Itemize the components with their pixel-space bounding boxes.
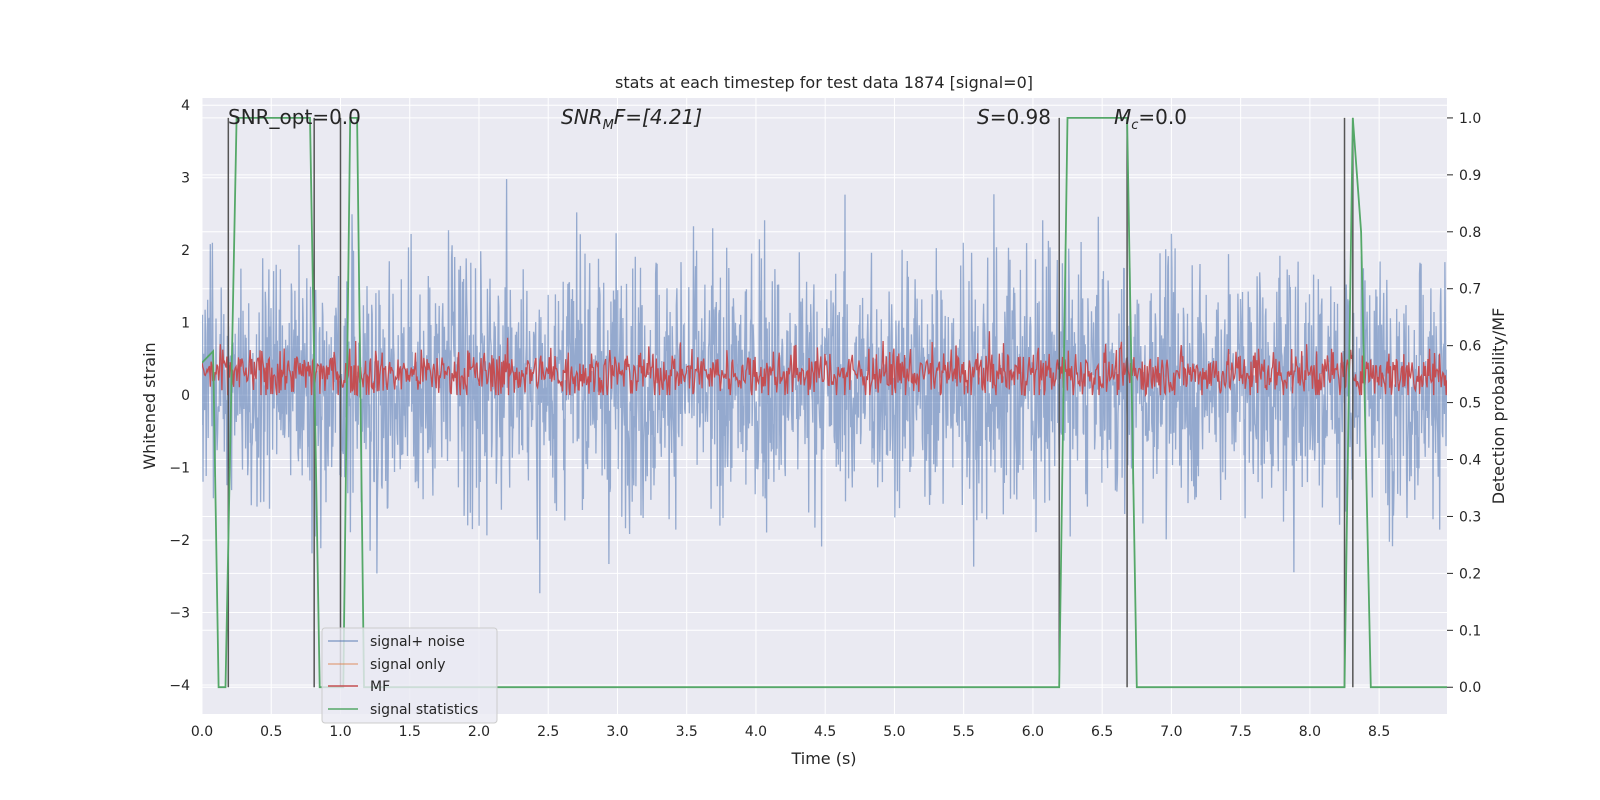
y2-axis-label: Detection probability/MF (1489, 308, 1508, 505)
y2-tick-label: 0.6 (1459, 339, 1481, 355)
legend-label-stat: signal statistics (370, 702, 478, 718)
mf-series (202, 331, 1447, 398)
mc-subscript: c (1131, 118, 1138, 133)
signal-noise-series (202, 179, 1447, 594)
x-axis-ticks: 0.0 0.5 1.0 1.5 2.0 2.5 3.0 3.5 4.0 4.5 5.0 5.5 6.0 6… (191, 724, 1390, 740)
x-tick-label: 0.5 (260, 724, 282, 740)
y2-tick-label: 0.2 (1459, 566, 1481, 582)
y-tick-label: 1 (181, 316, 190, 332)
legend-box (321, 627, 498, 724)
x-axis-label: Time (s) (790, 749, 856, 768)
x-tick-label: 0.0 (191, 724, 213, 740)
mf-line (202, 331, 1447, 398)
snr-mf-symbol: SNR (561, 105, 603, 129)
y2-tick-label: 0.0 (1459, 680, 1481, 696)
x-tick-label: 5.5 (953, 724, 975, 740)
x-tick-label: 8.0 (1299, 724, 1321, 740)
x-tick-label: 6.0 (1022, 724, 1044, 740)
snr-opt-annotation: SNR_opt=0.0 (228, 105, 361, 129)
legend-label-noise: signal+ noise (370, 634, 465, 650)
y2-tick-label: 0.8 (1459, 225, 1481, 241)
s-value: =0.98 (990, 105, 1051, 129)
y-tick-label: 3 (181, 171, 190, 187)
y-tick-label: −1 (169, 461, 190, 477)
y2-tick-label: 0.1 (1459, 623, 1481, 639)
y-tick-label: 0 (181, 388, 190, 404)
snr-mf-annotation: SNRMF=[4.21] (561, 105, 702, 133)
y-axis-label: Whitened strain (140, 342, 159, 469)
mc-value: =0.0 (1138, 105, 1187, 129)
x-tick-label: 6.5 (1091, 724, 1113, 740)
mc-annotation: Mc=0.0 (1114, 105, 1187, 133)
x-tick-label: 1.5 (399, 724, 421, 740)
x-tick-label: 5.0 (883, 724, 905, 740)
y-axis-ticks: −4 −3 −2 −1 0 1 2 3 4 (169, 98, 190, 694)
y-tick-label: 2 (181, 243, 190, 259)
y2-tick-label: 0.4 (1459, 453, 1481, 469)
y2-tick-label: 0.5 (1459, 396, 1481, 412)
y2-tick-label: 0.7 (1459, 282, 1481, 298)
mc-symbol: M (1114, 105, 1131, 129)
x-tick-label: 3.0 (606, 724, 628, 740)
x-tick-label: 1.0 (329, 724, 351, 740)
x-tick-label: 7.5 (1230, 724, 1252, 740)
x-tick-label: 4.0 (745, 724, 767, 740)
x-tick-label: 4.5 (814, 724, 836, 740)
s-symbol: S (977, 105, 990, 129)
legend: signal+ noise signal only MF signal stat… (321, 627, 498, 724)
x-tick-label: 7.0 (1160, 724, 1182, 740)
snr-mf-tail: F=[4.21] (614, 105, 702, 129)
y2-tick-label: 1.0 (1459, 111, 1481, 127)
y-tick-label: −2 (169, 533, 190, 549)
s-annotation: S=0.98 (977, 105, 1051, 129)
y2-tick-label: 0.9 (1459, 168, 1481, 184)
x-tick-label: 3.5 (676, 724, 698, 740)
y2-tick-label: 0.3 (1459, 509, 1481, 525)
snr-mf-subscript: M (603, 118, 614, 133)
chart-title: stats at each timestep for test data 187… (615, 73, 1033, 92)
y-tick-label: 4 (181, 98, 190, 114)
y2-axis-ticks: 0.0 0.1 0.2 0.3 0.4 0.5 0.6 0.7 0.8 0.9 1.0 (1447, 111, 1481, 696)
y-tick-label: −4 (169, 678, 190, 694)
y-tick-label: −3 (169, 606, 190, 622)
x-tick-label: 2.0 (468, 724, 490, 740)
legend-label-mf: MF (370, 679, 390, 695)
legend-label-signal: signal only (370, 657, 445, 673)
x-tick-label: 2.5 (537, 724, 559, 740)
x-tick-label: 8.5 (1368, 724, 1390, 740)
signal-noise-line (202, 179, 1447, 594)
